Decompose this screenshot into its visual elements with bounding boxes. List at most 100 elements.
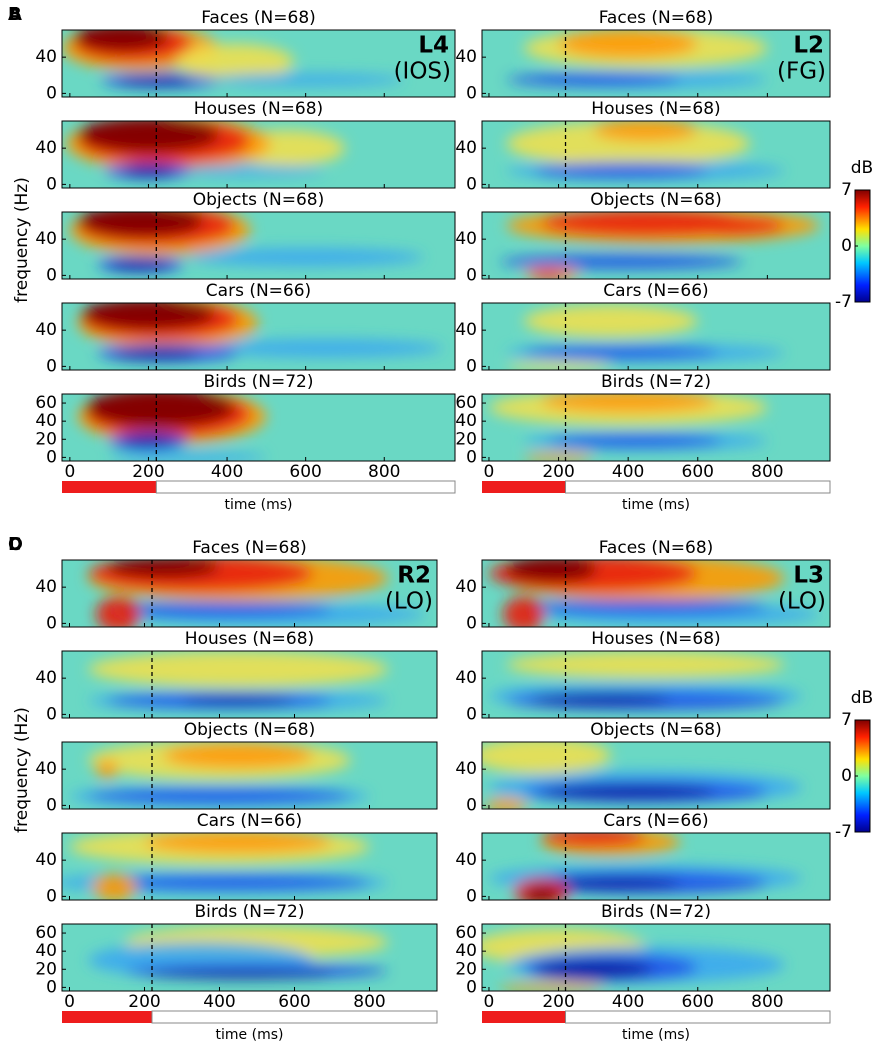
y-tick-label: 0: [466, 356, 477, 376]
plot-frame: [61, 741, 438, 810]
y-tick-label: 40: [455, 668, 477, 688]
x-axis-label: time (ms): [216, 1027, 284, 1043]
heatmap-blob: [120, 435, 176, 447]
heatmap-blobs: [499, 212, 820, 279]
heatmap-blob: [107, 560, 220, 579]
subplot-title: Birds (N=72): [195, 902, 305, 922]
x-axis-label: time (ms): [622, 497, 690, 513]
y-tick-label: 40: [35, 759, 57, 779]
heatmap-blob: [187, 248, 424, 267]
heatmap-blob: [175, 43, 294, 80]
x-axis-label: time (ms): [225, 497, 293, 513]
y-tick-label: 0: [46, 356, 57, 376]
plot-frame: [481, 120, 831, 189]
y-tick-label: 60: [35, 393, 57, 413]
plot-frame: [61, 302, 456, 371]
heatmap-blobs: [62, 30, 404, 88]
heatmap-blob: [77, 121, 220, 153]
subplot-title: Birds (N=72): [601, 902, 711, 922]
heatmap-blob: [523, 346, 719, 360]
heatmap: [482, 30, 830, 97]
heatmap-blob: [207, 339, 444, 358]
stimulus-bar: [62, 1011, 152, 1023]
heatmap-blob: [85, 394, 235, 428]
heatmap-blob: [506, 73, 681, 87]
y-tick-label: 0: [46, 83, 57, 103]
time-bar: [151, 1010, 438, 1024]
stimulus-bar: [62, 481, 157, 493]
y-tick-label: 60: [35, 923, 57, 943]
x-tick-label: 600: [278, 992, 310, 1012]
heatmap-blobs: [488, 651, 803, 710]
heatmap-blob: [81, 303, 216, 331]
heatmap-blob: [530, 692, 670, 706]
heatmap-blob: [506, 560, 597, 583]
y-tick-label: 40: [35, 941, 57, 961]
stimulus-bar: [482, 1011, 566, 1023]
heatmap: [62, 651, 437, 718]
electrode-label: L2: [793, 33, 824, 59]
y-tick-label: 0: [466, 447, 477, 467]
x-tick-label: 0: [64, 462, 75, 482]
heatmap-blobs: [62, 833, 389, 900]
y-tick-label: 0: [466, 977, 477, 997]
heatmap-blob: [680, 216, 785, 235]
subplot-title: Houses (N=68): [591, 629, 720, 649]
heatmap: [482, 560, 830, 627]
subplot-title: Objects (N=68): [193, 190, 324, 210]
heatmap-blob: [548, 434, 723, 448]
y-tick-label: 0: [46, 174, 57, 194]
y-tick-label: 40: [455, 577, 477, 597]
heatmap-blobs: [482, 928, 785, 991]
x-tick-label: 800: [353, 992, 385, 1012]
heatmap-blobs: [88, 560, 426, 627]
plot-frame: [61, 832, 438, 901]
heatmap-blob: [92, 873, 137, 900]
y-tick-label: 40: [35, 138, 57, 158]
heatmap-blob: [182, 696, 295, 706]
heatmap: [62, 833, 437, 900]
x-tick-label: 200: [132, 462, 164, 482]
heatmap-blob: [541, 784, 716, 800]
heatmap-blob: [163, 742, 314, 769]
y-tick-label: 40: [35, 411, 57, 431]
heatmap-blob: [107, 875, 370, 891]
heatmap-blobs: [65, 121, 345, 179]
y-tick-label: 20: [455, 959, 477, 979]
heatmap-blobs: [77, 303, 444, 362]
plot-frame: [61, 650, 438, 719]
heatmap-blobs: [506, 304, 785, 370]
heatmap-blob: [73, 30, 169, 52]
heatmap-blob: [88, 789, 351, 804]
heatmap: [482, 924, 830, 991]
heatmap: [482, 212, 830, 279]
y-axis-label: frequency (Hz): [12, 177, 32, 303]
y-tick-label: 0: [466, 174, 477, 194]
y-tick-label: 0: [466, 886, 477, 906]
subplot-title: Houses (N=68): [185, 629, 314, 649]
heatmap-blob: [523, 304, 698, 338]
x-tick-label: 400: [203, 992, 235, 1012]
y-tick-label: 40: [455, 759, 477, 779]
region-label: (FG): [777, 59, 826, 85]
subplot-title: Birds (N=72): [601, 372, 711, 392]
y-tick-label: 40: [35, 47, 57, 67]
heatmap-blob: [109, 259, 173, 270]
x-tick-label: 0: [484, 462, 495, 482]
panel-label: C: [8, 534, 21, 555]
electrode-label: L3: [793, 563, 824, 589]
subplot-title: Objects (N=68): [184, 720, 315, 740]
heatmap-blob: [95, 596, 141, 627]
plot-frame: [481, 302, 831, 371]
heatmap: [62, 394, 455, 461]
y-tick-label: 40: [35, 850, 57, 870]
colorbar-label: dB: [851, 158, 873, 178]
colorbar-tick-label: 0: [841, 236, 852, 256]
heatmap: [62, 924, 437, 991]
y-tick-label: 0: [466, 704, 477, 724]
heatmap-blob: [530, 270, 566, 279]
heatmap-blob: [499, 254, 743, 270]
y-tick-label: 40: [455, 47, 477, 67]
plot-frame: [61, 120, 456, 189]
heatmap-blob: [77, 212, 204, 238]
